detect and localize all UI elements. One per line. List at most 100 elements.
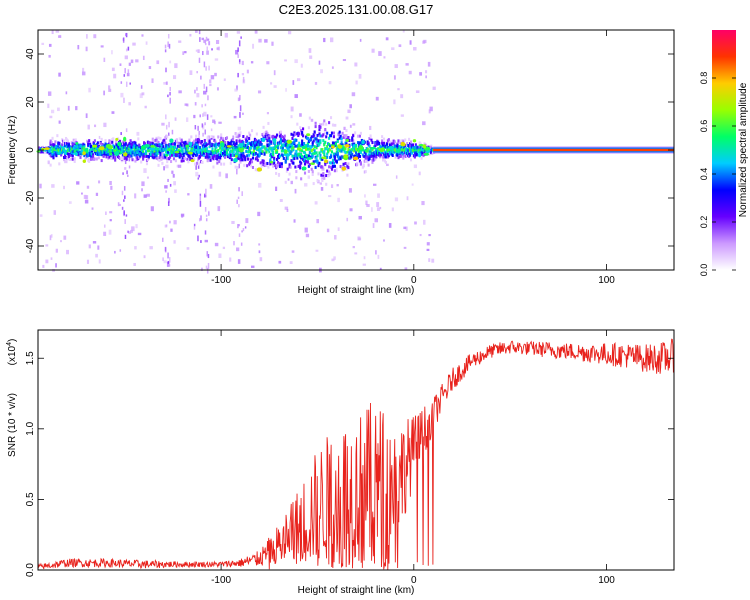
spectrogram-cell	[117, 148, 120, 152]
spectrogram-cell	[54, 140, 57, 144]
spectrogram-cell	[275, 171, 278, 175]
spectrogram-cell	[260, 164, 263, 168]
spectrogram-cell	[264, 161, 267, 165]
spectrogram-cell	[181, 215, 184, 218]
spectrogram-cell	[419, 72, 423, 76]
spectrogram-cell	[152, 139, 155, 143]
spectrogram-cell	[306, 133, 311, 137]
spectrogram-cell	[284, 140, 287, 144]
spectrogram-cell	[402, 30, 405, 33]
spectrogram-cell	[336, 151, 339, 155]
spectrogram-cell	[315, 137, 318, 141]
spectrogram-cell	[188, 153, 191, 157]
spectrogram-cell	[125, 48, 128, 52]
spectrogram-cell	[219, 142, 225, 148]
spectrogram-cell	[104, 152, 107, 156]
spectrogram-cell	[242, 141, 245, 145]
spectrogram-cell	[130, 156, 133, 160]
spectrogram-cell	[147, 155, 150, 159]
spectrogram-cell	[292, 133, 295, 137]
spectrogram-cell	[235, 49, 239, 55]
spectrogram-cell	[294, 188, 297, 194]
spectrogram-cell	[151, 137, 154, 141]
spectrogram-cell	[265, 130, 268, 134]
spectrogram-cell	[317, 164, 320, 168]
spectrogram-cell	[206, 114, 209, 120]
spectrogram-cell	[325, 135, 328, 139]
spectrogram-cell	[314, 159, 317, 163]
spectrogram-cell	[137, 137, 140, 141]
spectrogram-cell	[276, 160, 280, 164]
spectrogram-cell	[151, 78, 154, 83]
spectrogram-cell	[322, 173, 325, 177]
spectrogram-cell	[304, 147, 308, 151]
spectrogram-cell	[353, 144, 356, 148]
spectrogram-cell	[138, 145, 141, 149]
spectrogram-cell	[89, 142, 92, 146]
spectrogram-cell	[205, 66, 207, 71]
spectrogram-cell	[270, 82, 273, 85]
spectrogram-cell	[191, 157, 194, 161]
spectrogram-cell	[425, 70, 428, 74]
spectrogram-cell	[204, 155, 207, 159]
spectrogram-cell	[260, 142, 263, 146]
spectrogram-cell	[358, 155, 361, 159]
spectrogram-cell	[109, 180, 112, 185]
spectrogram-cell	[197, 163, 200, 169]
spectrogram-cell	[83, 145, 86, 149]
spectrogram-cell	[212, 157, 215, 161]
spectrogram-cell	[409, 144, 412, 148]
spectrogram-cell	[100, 153, 103, 157]
spectrogram-cell	[324, 140, 327, 144]
spectrogram-cell	[346, 173, 349, 177]
spectrogram-cell	[162, 152, 164, 158]
spectrogram-cell	[333, 154, 336, 158]
spectrogram-cell	[388, 145, 395, 150]
spectrogram-cell	[233, 115, 237, 119]
spectrogram-cell	[110, 156, 113, 160]
spectrogram-cell	[332, 161, 335, 165]
spectrogram-cell	[335, 167, 338, 173]
spectrogram-cell	[189, 33, 192, 37]
spectrogram-cell	[385, 37, 389, 41]
spectrogram-cell	[400, 94, 404, 99]
spectrogram-cell	[116, 143, 119, 147]
spectrogram-cell	[382, 141, 386, 145]
spectrogram-cell	[189, 157, 192, 161]
spectrogram-cell	[325, 182, 328, 186]
spectrogram-cell	[204, 39, 206, 44]
spectrogram-cell	[275, 135, 278, 139]
spectrogram-cell	[58, 162, 61, 166]
spectrogram-cell	[111, 151, 114, 155]
spectrogram-cell	[144, 142, 147, 146]
spectrogram-cell	[164, 49, 167, 53]
spectrogram-cell	[329, 165, 333, 169]
spectrogram-cell	[109, 211, 113, 214]
spectrogram-cell	[196, 153, 199, 157]
spectrogram-cell	[404, 138, 407, 142]
spectrogram-cell	[168, 121, 170, 128]
snr-series-line	[37, 338, 674, 570]
spectrogram-cell	[65, 150, 69, 154]
spectrogram-cell	[71, 157, 74, 161]
spectrogram-cell	[425, 75, 427, 79]
spectrogram-cell	[123, 136, 127, 142]
spectrogram-cell	[197, 150, 201, 154]
spectrogram-cell	[120, 132, 122, 136]
spectrogram-cell	[316, 154, 319, 158]
spectrogram-cell	[95, 192, 99, 196]
spectrogram-cell	[111, 111, 115, 114]
spectrogram-cell	[45, 259, 49, 264]
spectrogram-cell	[199, 114, 201, 118]
spectrogram-cell	[398, 44, 402, 48]
spectrogram-cell	[286, 139, 293, 144]
spectrogram-cell	[249, 160, 252, 164]
spectrogram-cell	[426, 248, 430, 251]
spectrogram-cell	[42, 264, 45, 268]
spectrogram-cell	[344, 161, 347, 165]
spectrogram-cell	[375, 250, 377, 255]
spectrogram-cell	[194, 162, 197, 166]
spectrogram-cell	[240, 155, 243, 159]
spectrogram-cell	[141, 181, 145, 187]
spectrogram-cell	[278, 134, 282, 138]
